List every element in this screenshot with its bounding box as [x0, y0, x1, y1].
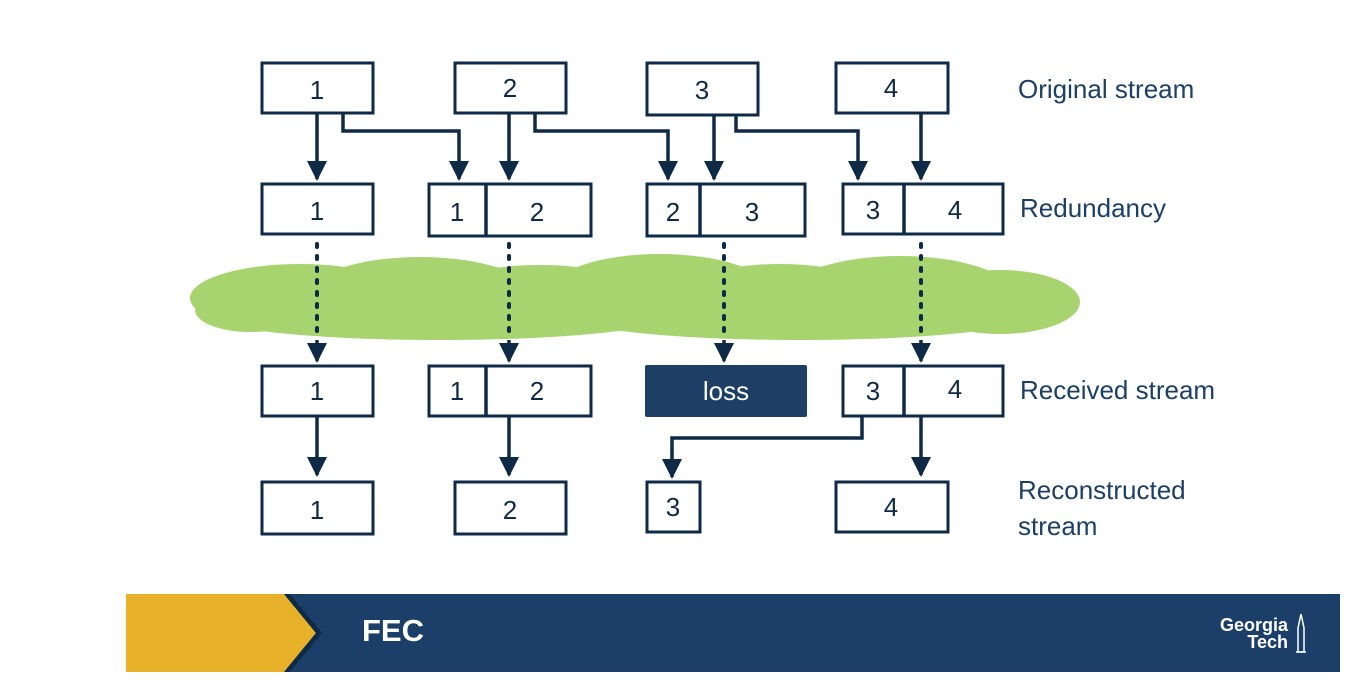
- reconstructed-stream-row: 1 2 3 4: [260, 480, 950, 536]
- loss-box: [645, 365, 807, 417]
- original-packet-2: [453, 61, 568, 115]
- received-packet-2: [427, 364, 593, 418]
- fec-diagram: 1 2 3 4 1 1 2 2 3 3 4 1 1 2 loss 3: [190, 61, 1215, 541]
- slide-title: FEC: [362, 613, 424, 648]
- network-cloud: [190, 254, 1080, 340]
- reconstructed-packet-2-label: 2: [503, 495, 517, 525]
- label-received-stream: Received stream: [1020, 375, 1215, 405]
- flow-arrows: [307, 114, 931, 479]
- label-original-stream: Original stream: [1018, 74, 1194, 104]
- redundancy-packet-2: [427, 182, 593, 238]
- label-redundancy: Redundancy: [1020, 193, 1166, 223]
- reconstructed-packet-4-label: 4: [884, 492, 898, 522]
- banner-gold-panel: [126, 594, 286, 672]
- loss-label: loss: [703, 376, 749, 406]
- original-packet-1: [260, 61, 375, 115]
- received-packet-2-data: 2: [530, 376, 544, 406]
- received-packet-2-copy: 1: [450, 376, 464, 406]
- logo-line-2: Tech: [1247, 632, 1288, 652]
- redundancy-packet-4: [841, 182, 1005, 236]
- received-packet-4-copy: 3: [866, 376, 880, 406]
- redundancy-packet-3-data: 3: [745, 197, 759, 227]
- original-packet-3-label: 3: [695, 75, 709, 105]
- georgia-tech-logo: Georgia Tech: [1206, 610, 1316, 658]
- redundancy-packet-3: [645, 182, 807, 238]
- redundancy-packet-4-data: 4: [948, 195, 962, 225]
- original-packet-1-label: 1: [310, 75, 324, 105]
- redundancy-packet-2-copy: 1: [450, 197, 464, 227]
- logo-line-1: Georgia: [1219, 615, 1288, 635]
- reconstructed-packet-4: [834, 480, 950, 534]
- label-reconstructed-line1: Reconstructed: [1018, 475, 1186, 505]
- received-packet-4-data: 4: [948, 374, 962, 404]
- reconstructed-packet-3: [645, 480, 702, 534]
- original-packet-4: [834, 61, 950, 115]
- redundancy-packet-1: [260, 182, 375, 236]
- original-packet-4-label: 4: [884, 73, 898, 103]
- redundancy-packet-4-copy: 3: [866, 195, 880, 225]
- received-packet-1-label: 1: [310, 376, 324, 406]
- reconstructed-packet-3-label: 3: [666, 492, 680, 522]
- received-stream-row: 1 1 2 loss 3 4: [260, 364, 1005, 418]
- original-stream-row: 1 2 3 4: [260, 61, 950, 117]
- label-reconstructed-line2: stream: [1018, 511, 1097, 541]
- received-packet-1: [260, 364, 375, 418]
- footer-banner: FEC Georgia Tech: [126, 594, 1340, 672]
- reconstructed-packet-1-label: 1: [310, 495, 324, 525]
- reconstructed-packet-2: [453, 480, 568, 536]
- redundancy-packet-3-copy: 2: [666, 197, 680, 227]
- original-packet-2-label: 2: [503, 73, 517, 103]
- redundancy-packet-1-label: 1: [310, 196, 324, 226]
- double-chevron-icon: [254, 594, 352, 672]
- redundancy-packet-2-data: 2: [530, 197, 544, 227]
- original-packet-3: [645, 61, 760, 117]
- dotted-transmission-lines: [315, 242, 923, 342]
- tech-tower-icon: [1296, 614, 1306, 653]
- redundancy-row: 1 1 2 2 3 3 4: [260, 182, 1005, 238]
- received-packet-4: [841, 364, 1005, 418]
- reconstructed-packet-1: [260, 480, 375, 536]
